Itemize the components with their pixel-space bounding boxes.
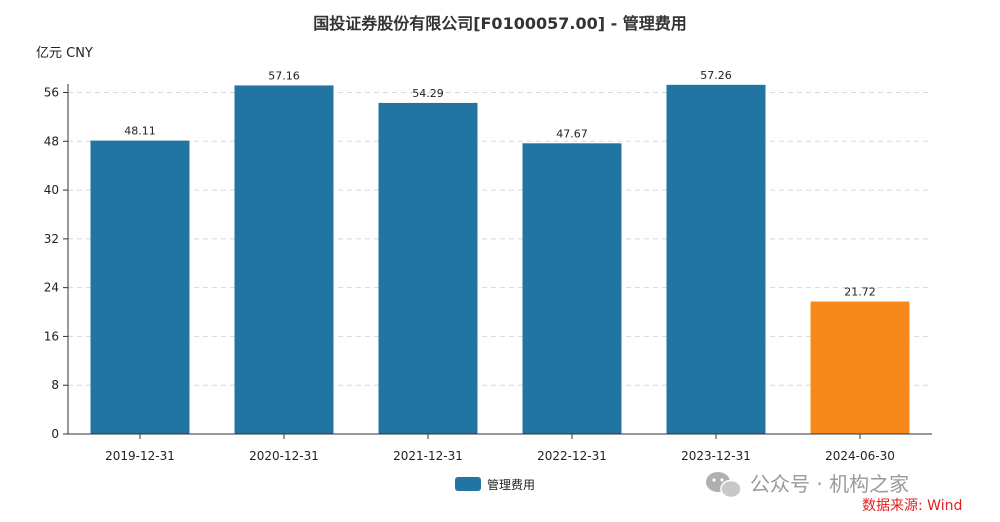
y-tick-label: 24 (44, 281, 59, 295)
bar[interactable] (378, 102, 478, 434)
bars: 48.11 57.16 54.29 47.67 57.26 21.72 (90, 69, 910, 434)
y-tick-label: 48 (44, 134, 59, 148)
source-note: 数据来源: Wind (862, 498, 962, 514)
watermark-text: 公众号 · 机构之家 (750, 472, 909, 496)
x-tick-label: 2019-12-31 (105, 449, 175, 463)
bar[interactable] (522, 143, 622, 434)
chart-title: 国投证券股份有限公司[F0100057.00] - 管理费用 (313, 14, 687, 33)
bar[interactable] (666, 84, 766, 434)
legend-swatch (455, 477, 481, 491)
y-unit-label: 亿元 CNY (36, 46, 93, 61)
bar[interactable] (810, 301, 910, 434)
data-label: 48.11 (124, 125, 156, 138)
x-tick-label: 2022-12-31 (537, 449, 607, 463)
y-tick-label: 8 (51, 378, 59, 392)
y-tick-label: 32 (44, 232, 59, 246)
y-tick-label: 16 (44, 329, 59, 343)
bar[interactable] (90, 140, 190, 434)
y-tick-label: 40 (44, 183, 59, 197)
wechat-icon (706, 472, 742, 499)
data-label: 47.67 (556, 127, 588, 140)
data-label: 21.72 (844, 286, 876, 299)
gridlines (68, 92, 932, 386)
y-axis: 0 8 16 24 32 40 48 56 (44, 84, 69, 441)
x-axis: 2019-12-31 2020-12-31 2021-12-31 2022-12-31… (68, 433, 932, 463)
x-tick-label: 2021-12-31 (393, 449, 463, 463)
watermark: 公众号 · 机构之家 (706, 472, 909, 499)
x-tick-label: 2024-06-30 (825, 449, 895, 463)
x-tick-label: 2020-12-31 (249, 449, 319, 463)
legend[interactable]: 管理费用 (455, 477, 535, 492)
x-tick-label: 2023-12-31 (681, 449, 751, 463)
data-label: 57.16 (268, 69, 300, 82)
data-label: 54.29 (412, 87, 444, 100)
legend-label: 管理费用 (487, 477, 535, 492)
y-tick-label: 56 (44, 86, 59, 100)
y-tick-label: 0 (51, 427, 59, 441)
bar[interactable] (234, 85, 334, 434)
data-label: 57.26 (700, 69, 732, 82)
